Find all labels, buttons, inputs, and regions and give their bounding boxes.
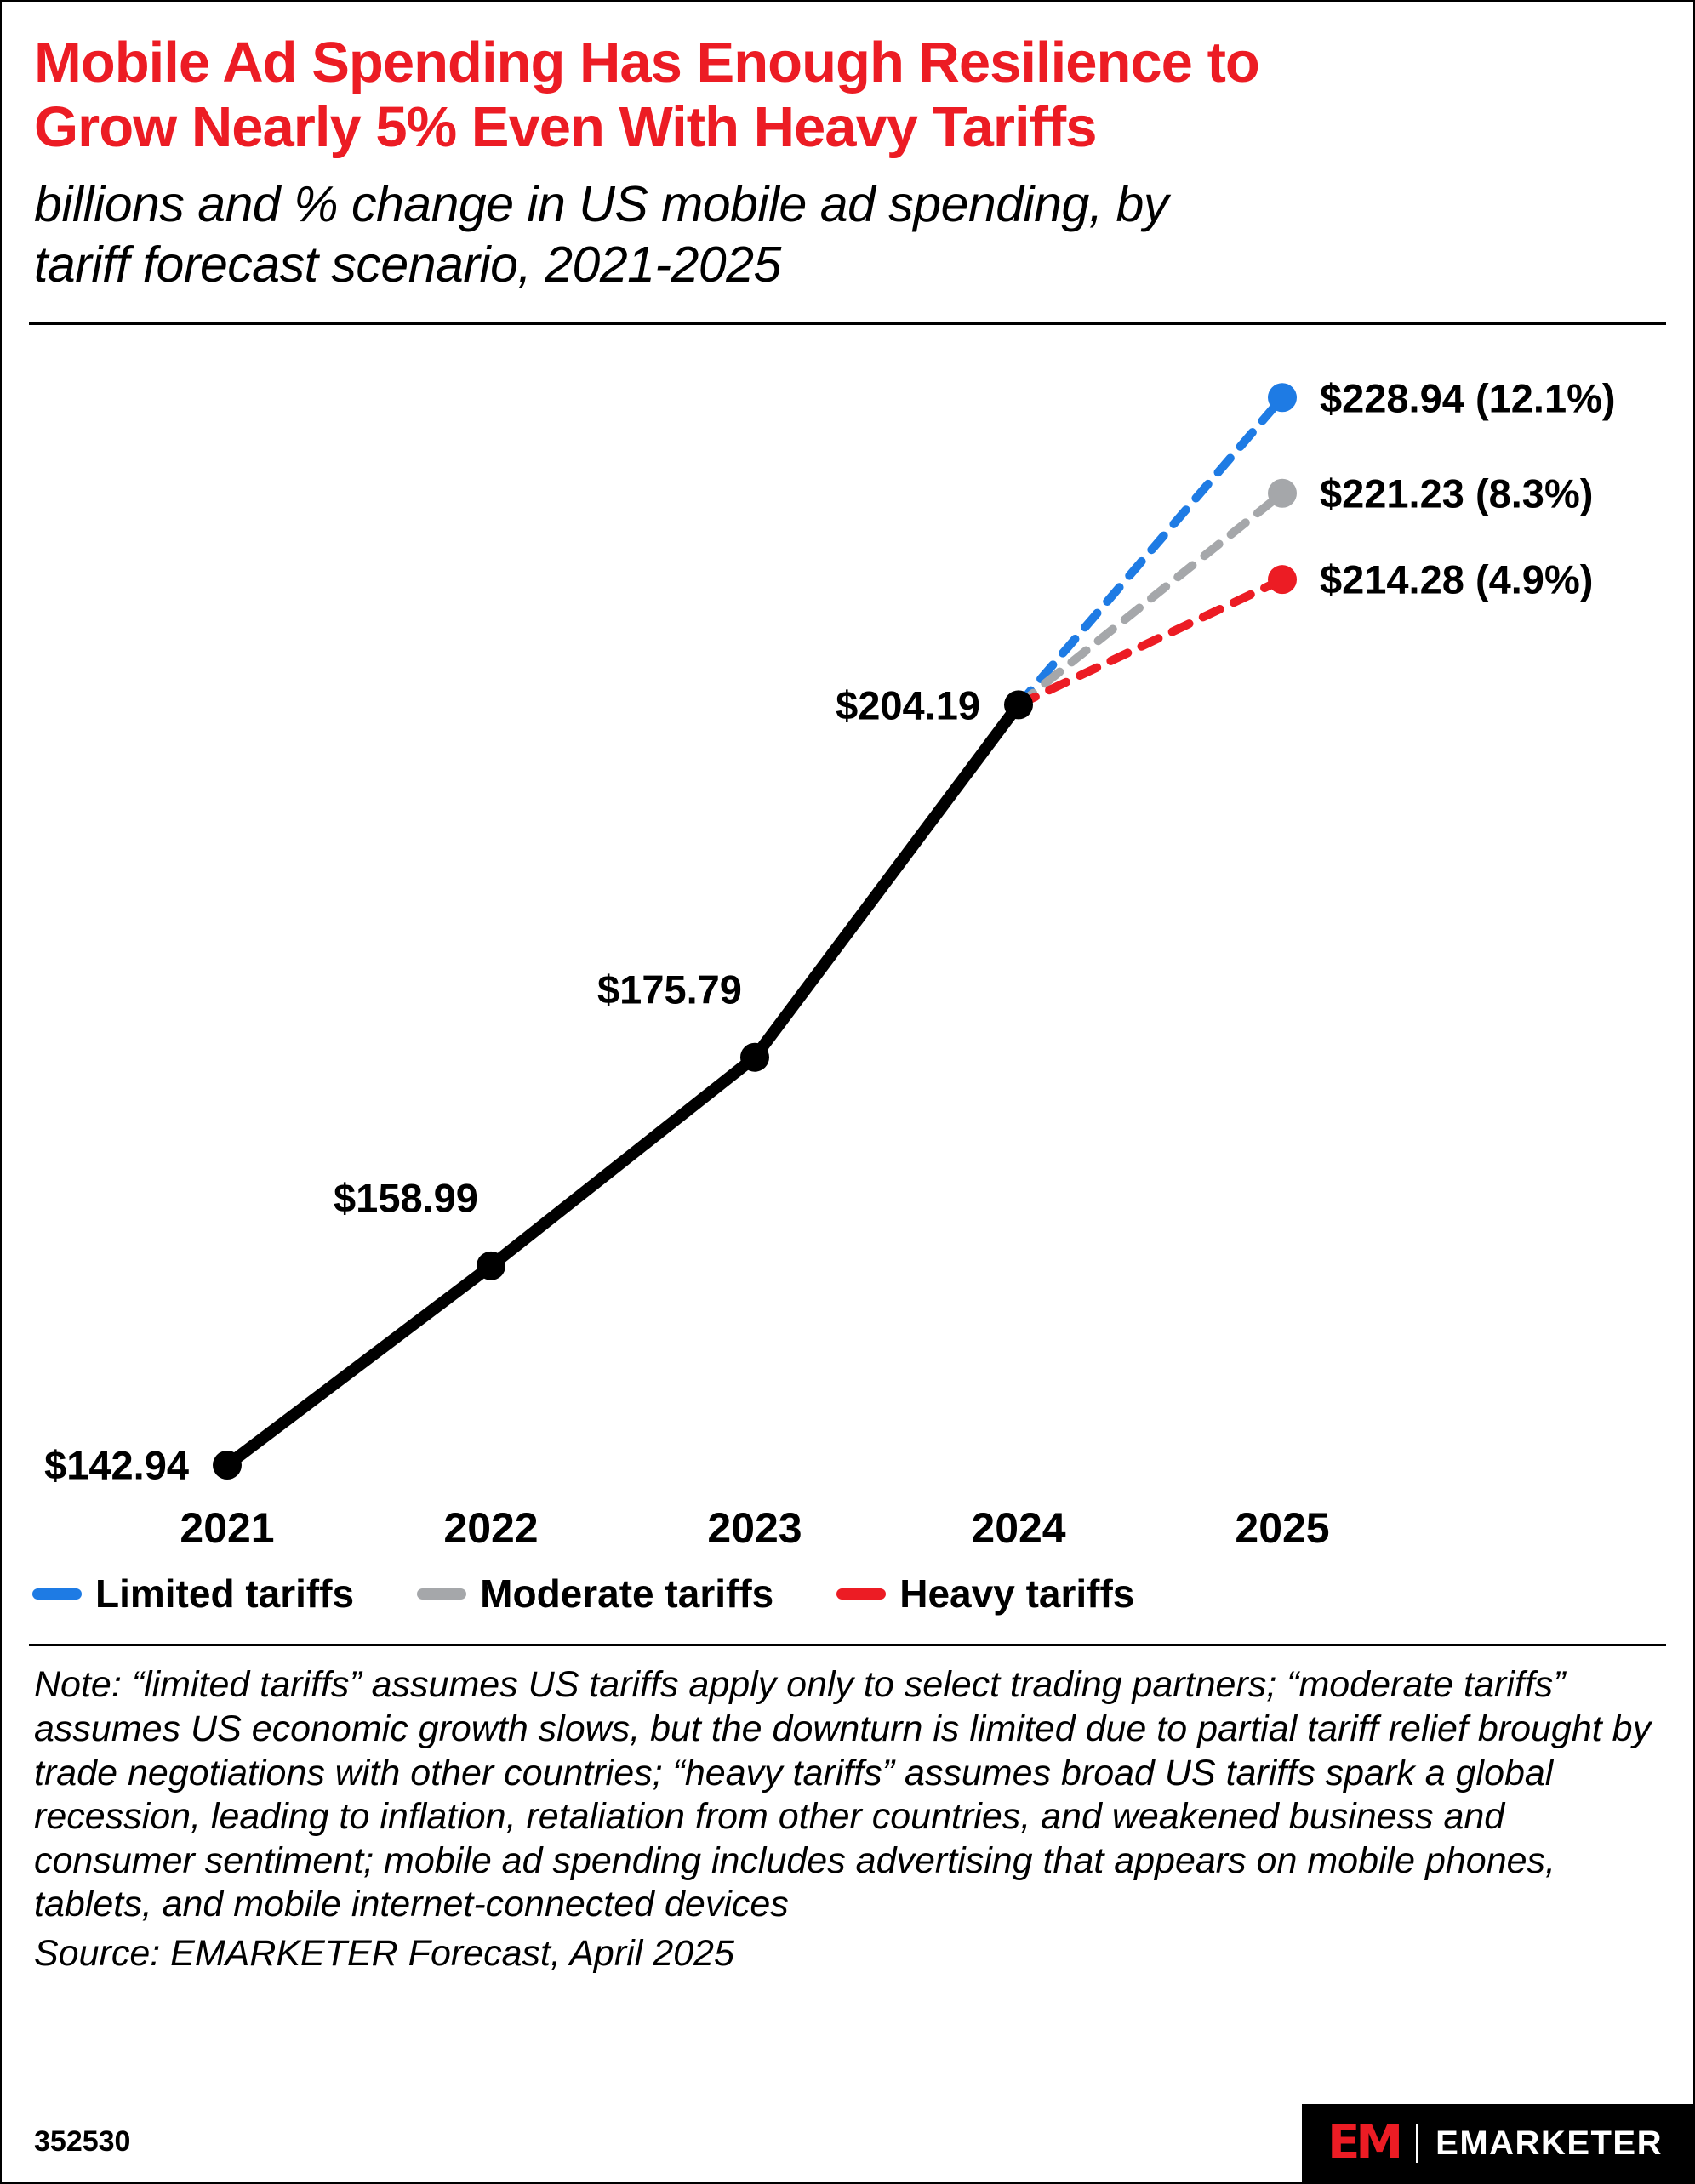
chart-canvas	[213, 383, 1297, 1480]
header: Mobile Ad Spending Has Enough Resilience…	[2, 2, 1693, 322]
footer: 352530 EM EMARKETER	[2, 2104, 1693, 2182]
heavy-tariffs-dash-icon	[836, 1588, 887, 1600]
data-point-2022	[477, 1252, 505, 1281]
x-tick-2025: 2025	[1235, 1504, 1330, 1553]
data-label-2023: $175.79	[597, 967, 742, 1012]
historical-line	[221, 699, 1024, 1472]
legend: Limited tariffs Moderate tariffs Heavy t…	[2, 1565, 1693, 1622]
x-tick-2021: 2021	[180, 1504, 275, 1553]
note-text: Note: “limited tariffs” assumes US tarif…	[34, 1664, 1652, 1925]
legend-label-moderate-tariffs: Moderate tariffs	[480, 1571, 774, 1617]
forecast-point-1	[1268, 479, 1297, 509]
data-point-2024	[1004, 690, 1033, 720]
x-tick-2024: 2024	[971, 1504, 1066, 1553]
forecast-line-1	[1014, 489, 1287, 710]
forecast-point-2	[1268, 565, 1297, 595]
legend-label-limited-tariffs: Limited tariffs	[95, 1571, 355, 1617]
data-point-2021	[213, 1451, 242, 1480]
em-logo-icon: EM	[1327, 2115, 1403, 2170]
brand-wordmark: EMARKETER	[1435, 2124, 1663, 2162]
line-chart: $142.94 $158.99 $175.79 $204.19 $228.94 …	[2, 325, 1693, 1559]
note-section: Note: “limited tariffs” assumes US tarif…	[2, 1646, 1693, 1977]
divider-top	[29, 322, 1666, 326]
forecast-line-2	[1014, 575, 1287, 710]
data-label-2024: $204.19	[836, 682, 980, 728]
forecast-point-0	[1268, 383, 1297, 413]
data-point-2023	[740, 1043, 769, 1073]
limited-tariffs-dash-icon	[32, 1588, 82, 1600]
chart-title: Mobile Ad Spending Has Enough Resilience…	[34, 31, 1260, 160]
chart-subtitle: billions and % change in US mobile ad sp…	[34, 175, 1168, 293]
data-label-2022: $158.99	[334, 1175, 478, 1221]
data-label-heavy-tariffs: $214.28 (4.9%)	[1320, 556, 1594, 602]
legend-item-moderate-tariffs: Moderate tariffs	[417, 1571, 773, 1617]
data-label-2021: $142.94	[44, 1442, 189, 1488]
legend-item-heavy-tariffs: Heavy tariffs	[836, 1571, 1134, 1617]
x-tick-2022: 2022	[443, 1504, 539, 1553]
emarketer-logo: EM EMARKETER	[1302, 2104, 1693, 2182]
data-label-limited-tariffs: $228.94 (12.1%)	[1320, 375, 1616, 421]
chart-id: 352530	[34, 2125, 131, 2158]
forecast-line-0	[1014, 393, 1287, 710]
legend-item-limited-tariffs: Limited tariffs	[32, 1571, 354, 1617]
data-label-moderate-tariffs: $221.23 (8.3%)	[1320, 470, 1594, 516]
divider-bottom	[29, 1644, 1666, 1647]
moderate-tariffs-dash-icon	[417, 1588, 467, 1600]
x-tick-2023: 2023	[707, 1504, 802, 1553]
logo-separator	[1416, 2124, 1419, 2163]
source-text: Source: EMARKETER Forecast, April 2025	[34, 1932, 734, 1974]
legend-label-heavy-tariffs: Heavy tariffs	[899, 1571, 1135, 1617]
